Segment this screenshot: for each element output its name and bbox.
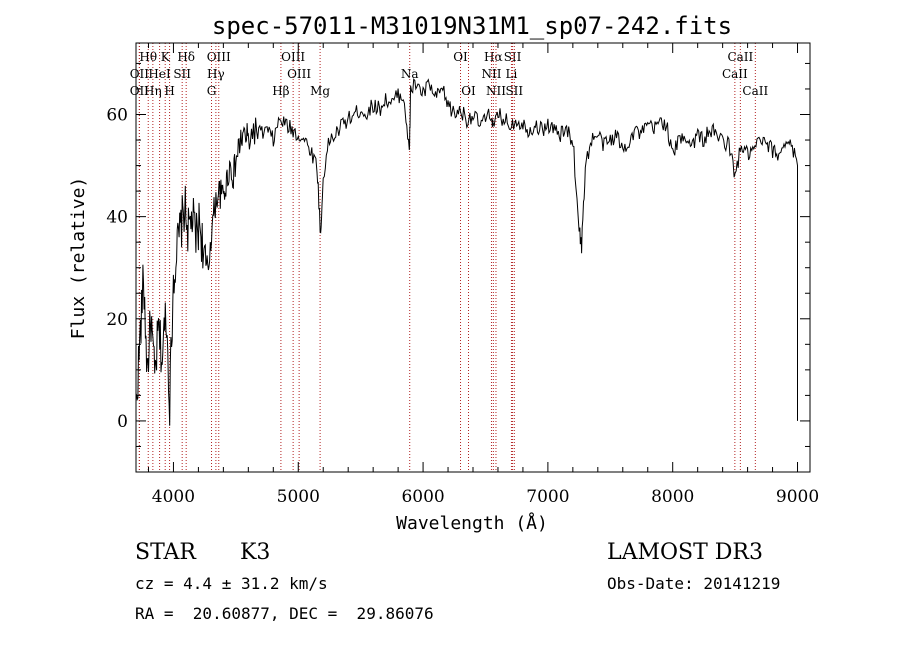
spectral-line-label: HeI	[148, 67, 171, 81]
y-tick-label: 60	[106, 106, 128, 126]
spectral-line-label: K	[161, 50, 171, 64]
spectral-line-label: OII	[130, 84, 150, 98]
spectral-line-label: Hη	[144, 84, 162, 98]
spectral-line-label: Mg	[310, 84, 330, 98]
x-tick-label: 9000	[776, 487, 819, 507]
x-axis-label: Wavelength (Å)	[396, 512, 548, 534]
spectral-line-label: OI	[453, 50, 468, 64]
object-class-label: STAR	[135, 540, 196, 565]
spectral-line-label: Li	[506, 67, 518, 81]
spectral-line-label: CaII	[722, 67, 748, 81]
x-tick-label: 7000	[526, 487, 569, 507]
redshift-text: cz = 4.4 ± 31.2 km/s	[135, 574, 328, 593]
y-tick-label: 40	[106, 208, 128, 228]
obs-date-text: Obs-Date: 20141219	[607, 574, 781, 593]
x-tick-label: 4000	[152, 487, 195, 507]
spectral-line-label: OIII	[281, 50, 305, 64]
spectral-line-label: CaII	[727, 50, 753, 64]
chart-title: spec-57011-M31019N31M1_sp07-242.fits	[212, 12, 732, 40]
spectral-line-label: Hγ	[207, 67, 225, 81]
y-tick-label: 0	[117, 412, 128, 432]
spectral-line-label: Hθ	[139, 50, 157, 64]
x-tick-label: 6000	[401, 487, 444, 507]
spectral-line-label: OIII	[207, 50, 231, 64]
y-tick-label: 20	[106, 310, 128, 330]
spectral-line-label: H	[164, 84, 174, 98]
spectral-line-label: OI	[461, 84, 476, 98]
object-subclass-label: K3	[240, 540, 271, 565]
spectrum-series-line	[135, 78, 798, 426]
spectral-line-label: NII	[481, 67, 501, 81]
spectral-line-label: SII	[505, 84, 523, 98]
x-tick-label: 8000	[651, 487, 694, 507]
spectral-line-label: Hβ	[272, 84, 289, 98]
survey-label: LAMOST DR3	[607, 540, 763, 565]
coordinates-text: RA = 20.60877, DEC = 29.86076	[135, 604, 434, 623]
spectral-line-label: OIII	[287, 67, 311, 81]
spectral-line-label: Hα	[484, 50, 503, 64]
spectral-line-label: CaII	[742, 84, 768, 98]
x-tick-label: 5000	[277, 487, 320, 507]
axis-ticks: 4000 5000 6000 7000 8000 9000 0 20 40 60	[106, 43, 819, 507]
plot-frame	[135, 42, 811, 473]
spectral-line-label: SII	[173, 67, 191, 81]
spectral-line-label: Na	[401, 67, 419, 81]
spectral-line-label: G	[207, 84, 217, 98]
spectral-line-label: NII	[486, 84, 506, 98]
y-axis-label: Flux (relative)	[68, 177, 89, 340]
spectral-line-label: SII	[504, 50, 522, 64]
spectral-line-label: Hδ	[177, 50, 195, 64]
